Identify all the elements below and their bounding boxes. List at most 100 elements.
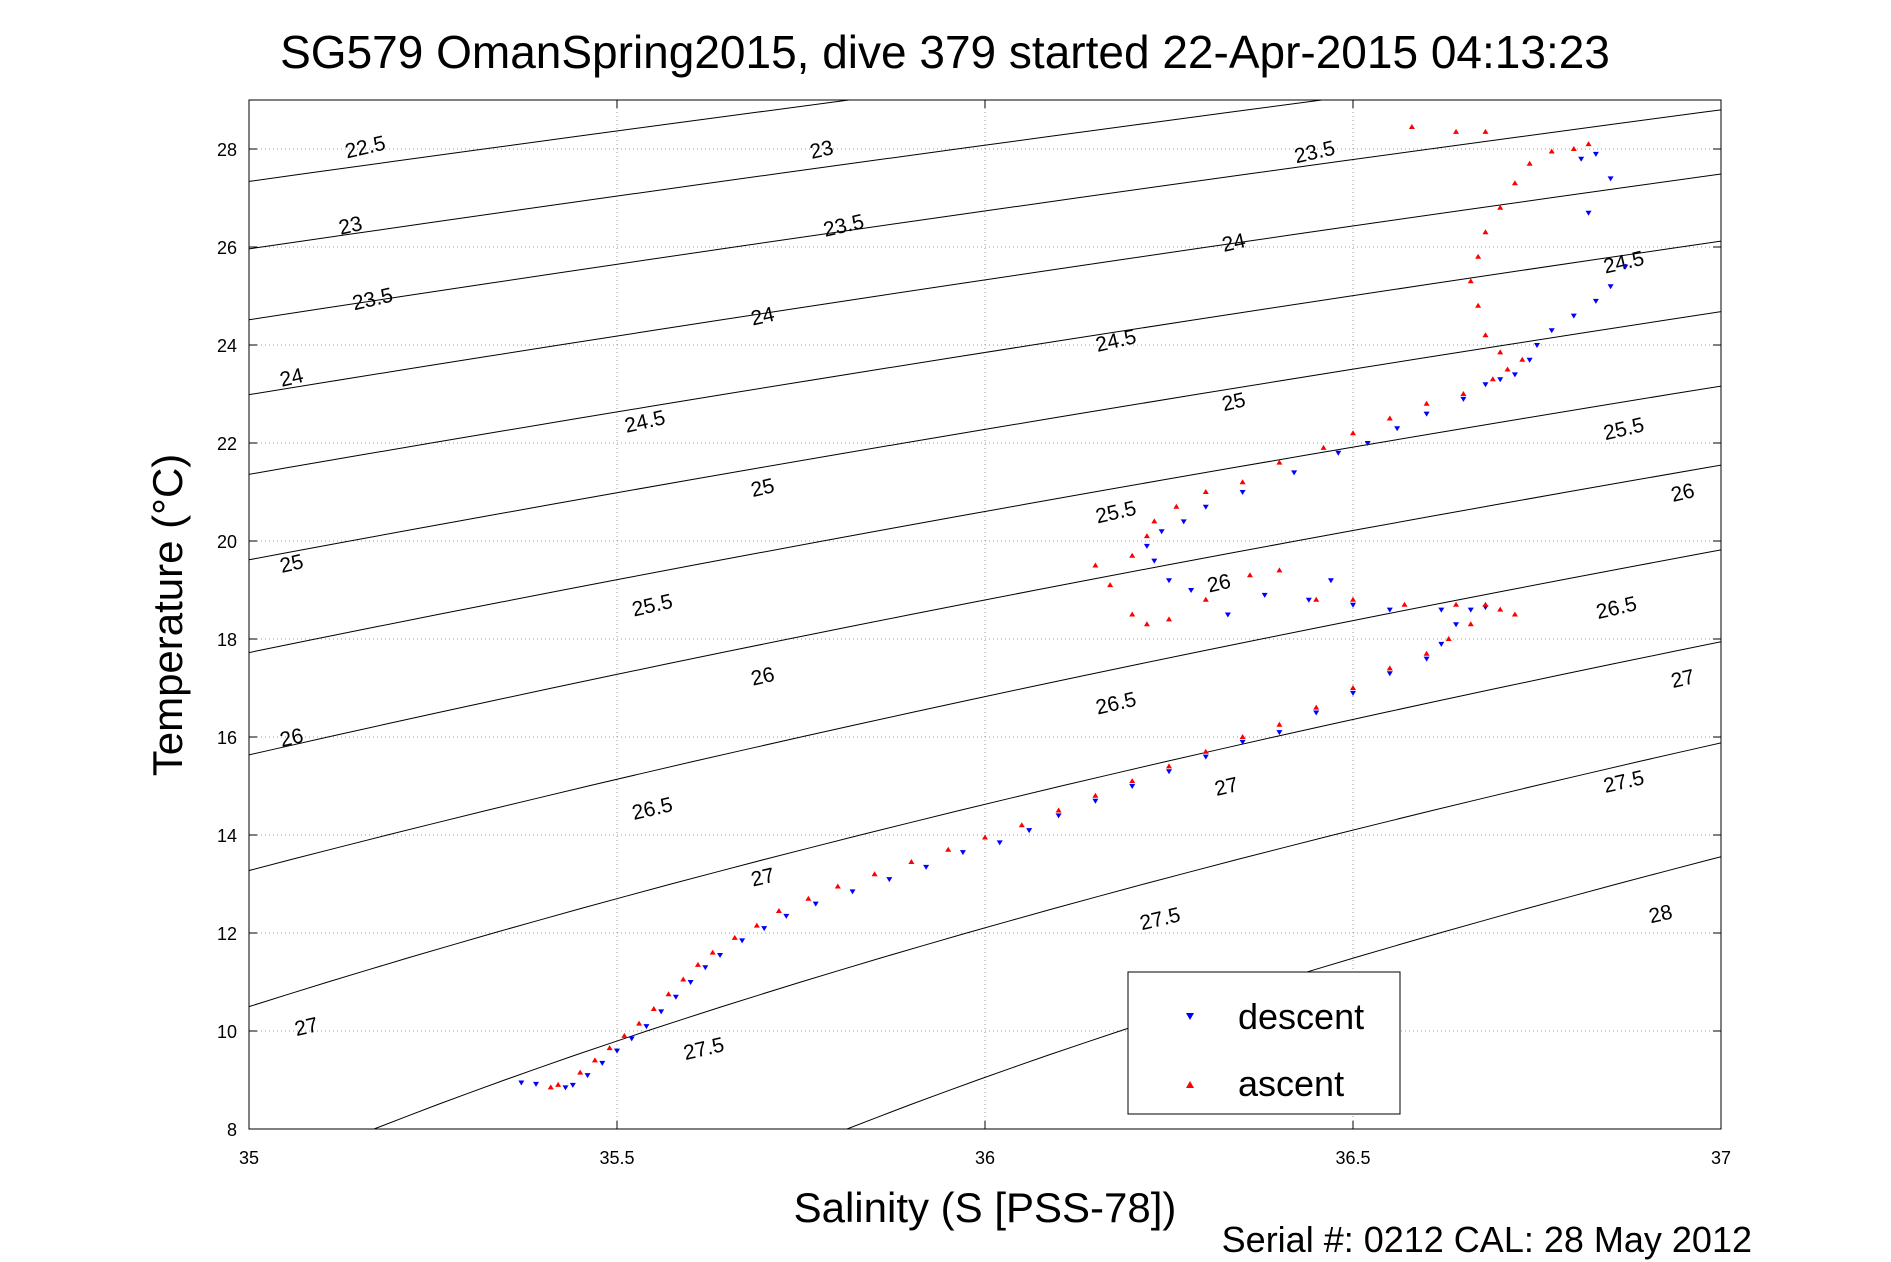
serial-calibration-note: Serial #: 0212 CAL: 28 May 2012 <box>1222 1219 1752 1260</box>
contour-label: 27 <box>1669 665 1697 693</box>
chart-title: SG579 OmanSpring2015, dive 379 started 2… <box>280 26 1610 78</box>
ascent-point <box>1092 792 1099 798</box>
contour-label: 28 <box>1647 901 1675 929</box>
descent-point <box>1143 543 1150 549</box>
ascent-point <box>1401 601 1408 607</box>
y-tick-label: 12 <box>217 924 237 944</box>
y-tick-label: 8 <box>227 1120 237 1140</box>
ascent-point <box>1055 807 1062 813</box>
descent-point <box>996 840 1003 846</box>
y-tick-label: 14 <box>217 826 237 846</box>
descent-point <box>1592 298 1599 304</box>
ascent-point <box>1276 721 1283 727</box>
y-tick-label: 22 <box>217 434 237 454</box>
descent-point <box>783 913 790 919</box>
descent-point <box>1327 578 1334 584</box>
descent-point <box>1467 607 1474 613</box>
descent-point <box>1166 578 1172 584</box>
descent-point <box>761 926 768 932</box>
descent-point <box>614 1048 620 1054</box>
descent-point <box>717 953 724 959</box>
ascent-point <box>1453 128 1460 134</box>
ascent-point <box>1511 611 1518 617</box>
ascent-point <box>1423 650 1430 656</box>
descent-point <box>1305 597 1312 603</box>
descent-point <box>569 1082 576 1088</box>
ascent-point <box>1129 552 1136 558</box>
ascent-point <box>1467 278 1474 284</box>
descent-point <box>739 938 746 944</box>
descent-point <box>1055 813 1062 819</box>
descent-point <box>1276 730 1283 736</box>
descent-point <box>1482 382 1489 388</box>
contour-label: 26 <box>749 663 777 691</box>
data-points <box>518 123 1629 1091</box>
descent-point <box>1570 313 1577 319</box>
ascent-point <box>1018 822 1025 828</box>
ascent-point <box>1497 606 1504 612</box>
contour-label: 27 <box>292 1013 320 1041</box>
ascent-point <box>1475 253 1482 259</box>
ascent-point <box>1202 748 1209 754</box>
ascent-point <box>1482 128 1489 134</box>
ascent-point <box>1408 123 1415 129</box>
ascent-point <box>1519 356 1526 362</box>
y-axis-label: Temperature (°C) <box>144 454 191 777</box>
legend-box <box>1127 971 1401 1115</box>
descent-point <box>1585 210 1592 216</box>
descent-point <box>1239 739 1246 745</box>
ascent-point <box>1166 616 1172 622</box>
x-tick-label: 35.5 <box>599 1148 634 1168</box>
x-axis-ticks: 35 35.5 36 36.5 37 <box>239 100 1731 1168</box>
descent-point <box>687 980 694 985</box>
ascent-point <box>805 895 812 901</box>
contour-label: 26 <box>1669 479 1697 507</box>
descent-point <box>1239 490 1246 495</box>
ascent-point <box>1445 636 1452 641</box>
ascent-point <box>871 871 878 877</box>
descent-point <box>1394 426 1401 432</box>
ascent-point <box>1143 621 1150 627</box>
ascent-point <box>775 907 782 913</box>
ascent-point <box>1497 204 1504 210</box>
descent-point <box>1158 529 1165 535</box>
density-contour-line <box>249 385 1721 654</box>
ascent-point <box>1202 596 1209 602</box>
legend-ascent-label: ascent <box>1238 1063 1344 1104</box>
contour-label: 27 <box>1212 773 1240 801</box>
descent-point <box>1438 607 1445 613</box>
descent-point <box>1350 690 1356 696</box>
ascent-point <box>665 991 672 997</box>
descent-point <box>643 1024 650 1030</box>
ascent-point <box>1173 503 1180 509</box>
ascent-point <box>1460 391 1467 396</box>
descent-point <box>1607 176 1614 182</box>
descent-point <box>1548 328 1555 334</box>
ascent-point <box>636 1020 643 1026</box>
ascent-point <box>1453 601 1460 607</box>
descent-point <box>1607 284 1614 290</box>
ascent-point <box>1320 444 1327 450</box>
x-tick-label: 36.5 <box>1335 1148 1370 1168</box>
descent-point <box>1092 798 1099 804</box>
density-contour-line <box>249 464 1721 756</box>
descent-point <box>1335 450 1342 456</box>
ascent-point <box>945 846 952 852</box>
ascent-point <box>1129 611 1136 617</box>
ascent-point <box>694 961 701 967</box>
contour-label: 23 <box>808 136 836 164</box>
descent-point <box>1129 784 1136 789</box>
contour-label: 25 <box>749 474 777 502</box>
series-ascent <box>547 123 1592 1090</box>
density-contour-line <box>249 549 1721 872</box>
y-tick-label: 10 <box>217 1022 237 1042</box>
descent-point <box>923 864 930 870</box>
ascent-point <box>1497 349 1504 355</box>
ascent-point <box>1246 572 1253 578</box>
legend: descent ascent <box>1127 971 1401 1115</box>
descent-point <box>1460 396 1467 402</box>
ascent-point <box>1151 518 1158 524</box>
ascent-point <box>606 1045 613 1051</box>
descent-point <box>1438 641 1445 647</box>
